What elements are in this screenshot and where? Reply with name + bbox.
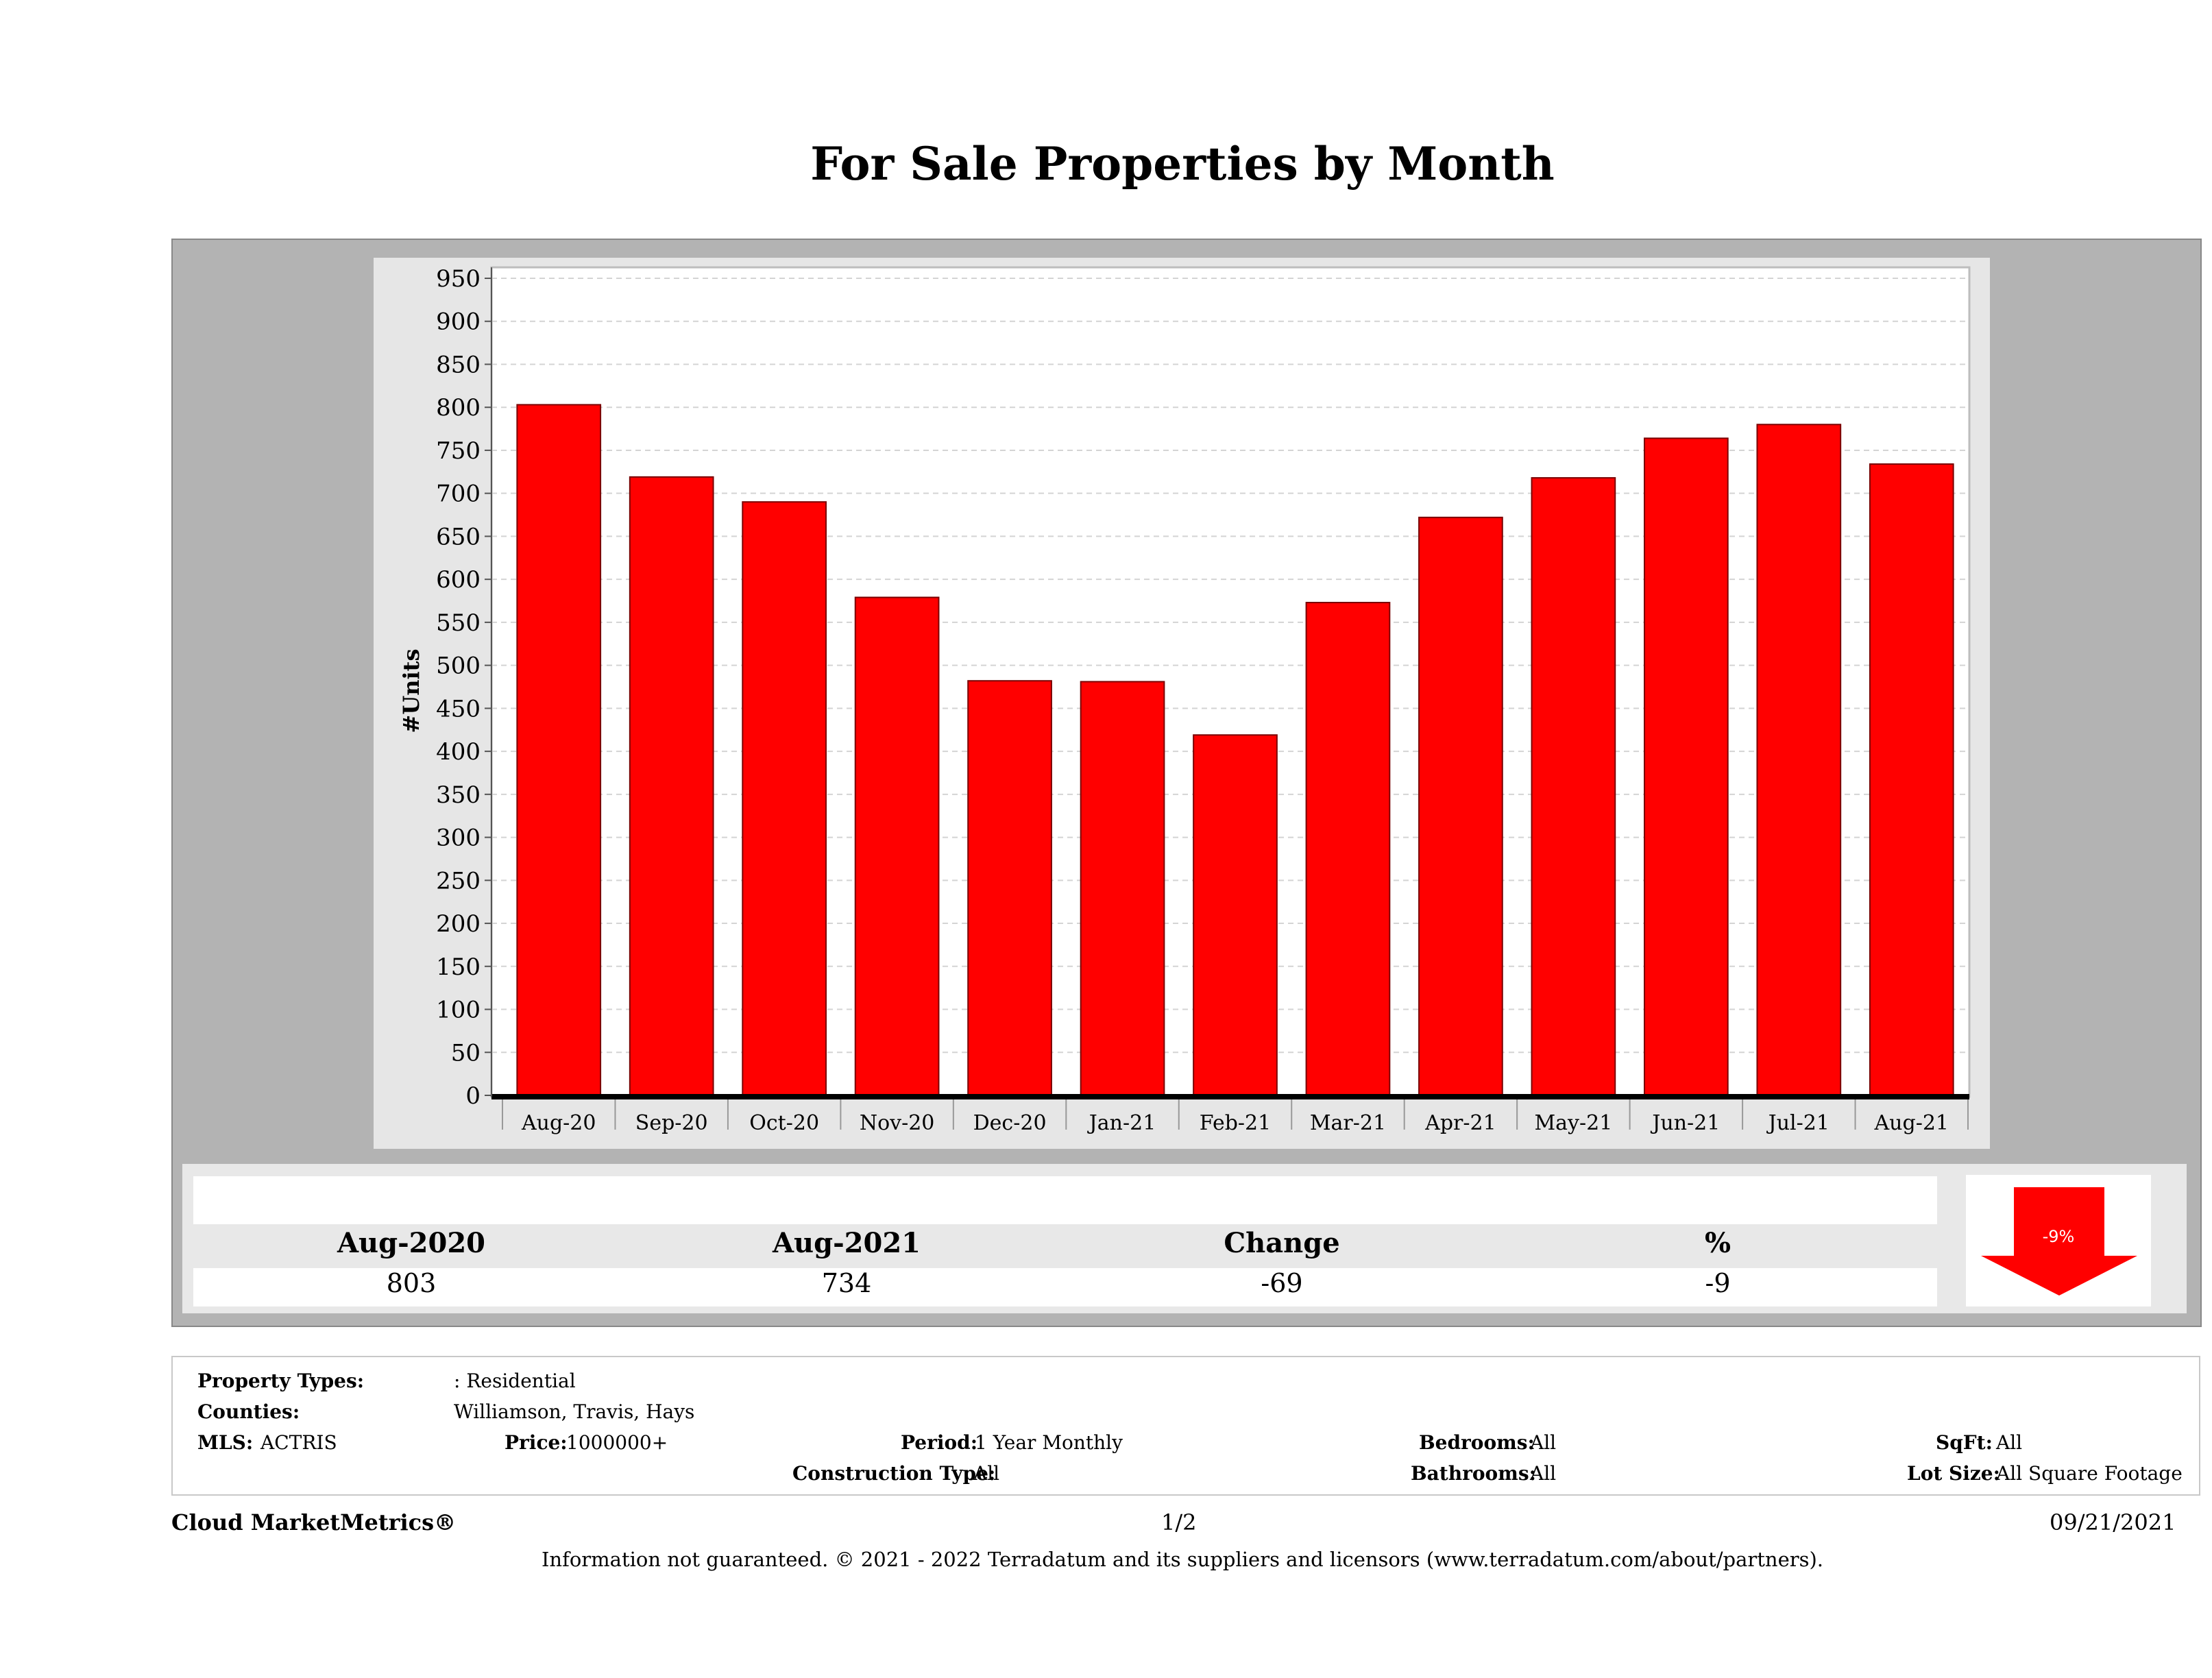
construction-type-value: All: [973, 1462, 1000, 1485]
y-tick-label: 750: [436, 437, 481, 465]
stat-value-change: -69: [1261, 1268, 1303, 1298]
x-tick-label: Jul-21: [1766, 1111, 1830, 1135]
y-tick-label: 550: [436, 609, 481, 637]
trend-indicator: -9%: [1966, 1175, 2151, 1306]
bathrooms-value: All: [1530, 1462, 1557, 1485]
bar: [1531, 477, 1616, 1096]
y-axis-label: #Units: [398, 649, 424, 733]
bar: [1193, 734, 1278, 1096]
counties-value: Williamson, Travis, Hays: [454, 1400, 695, 1423]
property-types-value: : Residential: [454, 1370, 576, 1392]
criteria-box: Property Types: : Residential Counties: …: [171, 1356, 2200, 1496]
y-tick-label: 650: [436, 523, 481, 550]
y-tick-label: 700: [436, 481, 481, 508]
stats-values-row: [193, 1268, 1937, 1306]
bar: [1756, 424, 1842, 1097]
bar: [1643, 437, 1729, 1096]
mls-label: MLS:: [197, 1431, 254, 1454]
x-tick-label: Jan-21: [1087, 1111, 1156, 1135]
x-tick-label: Dec-20: [973, 1111, 1047, 1135]
stat-header-start: Aug-2020: [337, 1227, 485, 1259]
price-label: Price:: [505, 1431, 568, 1454]
construction-type-label: Construction Type:: [792, 1462, 996, 1485]
y-tick-label: 800: [436, 394, 481, 422]
stat-value-start: 803: [386, 1268, 437, 1298]
x-tick-label: Apr-21: [1424, 1111, 1496, 1135]
mls-value: ACTRIS: [260, 1431, 337, 1454]
y-tick-label: 950: [436, 265, 481, 293]
x-tick-label: Oct-20: [749, 1111, 819, 1135]
x-tick-label: Mar-21: [1310, 1111, 1386, 1135]
bathrooms-label: Bathrooms:: [1411, 1462, 1536, 1485]
bar-chart: 0 50 100 150 200 250 300 350 400 450 500 550 600 650 7…: [398, 265, 1971, 1135]
lot-size-value: All Square Footage: [1996, 1462, 2183, 1485]
property-types-label: Property Types:: [197, 1370, 365, 1392]
y-tick-label: 250: [436, 867, 481, 895]
x-tick-label: Feb-21: [1200, 1111, 1271, 1135]
y-tick-label: 150: [436, 953, 481, 981]
x-tick-label: Jun-21: [1650, 1111, 1720, 1135]
y-tick-label: 200: [436, 910, 481, 938]
y-tick-label: 900: [436, 308, 481, 336]
y-tick-label: 850: [436, 351, 481, 378]
period-label: Period:: [901, 1431, 978, 1454]
period-value: 1 Year Monthly: [975, 1431, 1123, 1454]
y-tick-label: 400: [436, 738, 481, 766]
down-arrow-icon: [1981, 1187, 2137, 1296]
counties-label: Counties:: [197, 1400, 300, 1423]
y-tick-label: 300: [436, 825, 481, 852]
stat-value-percent: -9: [1705, 1268, 1731, 1298]
y-tick-label: 0: [465, 1082, 481, 1110]
x-tick-label: Sep-20: [635, 1111, 708, 1135]
bar: [742, 501, 827, 1096]
footer-page-number: 1/2: [1161, 1509, 1197, 1535]
trend-percent-label: -9%: [2042, 1227, 2075, 1246]
bedrooms-label: Bedrooms:: [1419, 1431, 1535, 1454]
x-tick-label: Aug-20: [521, 1111, 596, 1135]
stat-value-end: 734: [821, 1268, 872, 1298]
y-tick-label: 450: [436, 695, 481, 722]
stat-header-percent: %: [1704, 1227, 1731, 1259]
x-tick-label: Aug-21: [1874, 1111, 1949, 1135]
y-tick-label: 350: [436, 781, 481, 809]
bar: [967, 680, 1052, 1096]
y-tick-label: 500: [436, 653, 481, 680]
stats-blank-row: [193, 1176, 1937, 1224]
bar: [1080, 681, 1165, 1096]
bar: [1305, 602, 1391, 1097]
bar: [854, 596, 940, 1096]
bar: [629, 476, 714, 1096]
y-tick-label: 50: [451, 1039, 481, 1067]
lot-size-label: Lot Size:: [1907, 1462, 2000, 1485]
y-tick-label: 600: [436, 566, 481, 594]
x-tick-label: May-21: [1534, 1111, 1612, 1135]
chart-title: For Sale Properties by Month: [810, 137, 1555, 191]
footer-disclaimer: Information not guaranteed. © 2021 - 202…: [541, 1548, 1824, 1571]
bar: [516, 404, 602, 1097]
footer-date: 09/21/2021: [2050, 1509, 2176, 1535]
footer-brand: Cloud MarketMetrics®: [171, 1509, 457, 1535]
chart-panel: 0 50 100 150 200 250 300 350 400 450 500 550 600 650 7…: [374, 258, 1990, 1149]
sqft-value: All: [1996, 1431, 2023, 1454]
bar: [1418, 516, 1503, 1096]
sqft-label: SqFt:: [1936, 1431, 1993, 1454]
stat-header-end: Aug-2021: [772, 1227, 921, 1259]
stats-panel: Aug-2020 Aug-2021 Change % 803 734 -69 -…: [182, 1164, 2187, 1313]
price-value: 1000000+: [566, 1431, 668, 1454]
x-tick-label: Nov-20: [860, 1111, 935, 1135]
stat-header-change: Change: [1224, 1227, 1340, 1259]
bedrooms-value: All: [1530, 1431, 1557, 1454]
y-tick-label: 100: [436, 997, 481, 1024]
bar: [1869, 463, 1954, 1097]
